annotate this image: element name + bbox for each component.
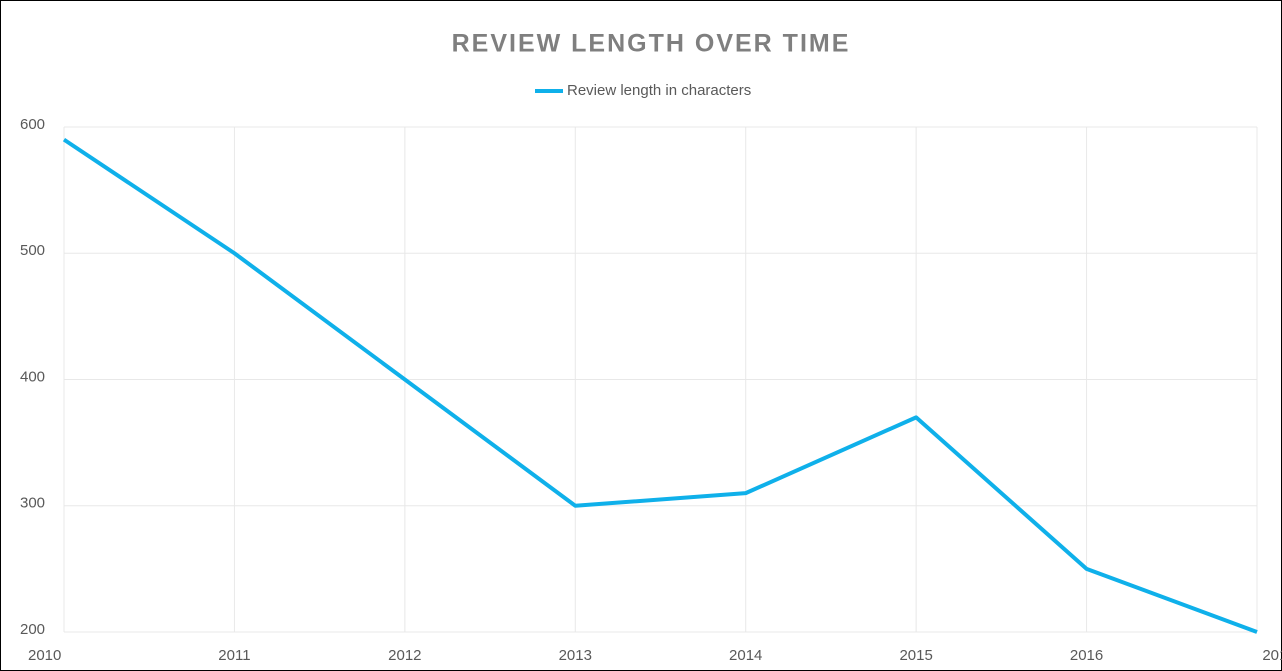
y-tick-label: 400 (20, 368, 45, 385)
x-tick-label: 2017 (1262, 647, 1282, 664)
x-tick-label: 2010 (28, 647, 61, 664)
y-tick-label: 200 (20, 621, 45, 638)
y-tick-label: 500 (20, 242, 45, 259)
legend-label: Review length in characters (567, 82, 751, 99)
x-tick-label: 2013 (559, 647, 592, 664)
y-tick-label: 600 (20, 116, 45, 133)
x-tick-label: 2012 (388, 647, 421, 664)
x-tick-label: 2015 (899, 647, 932, 664)
chart-title: REVIEW LENGTH OVER TIME (452, 30, 851, 58)
data-line (62, 137, 1258, 634)
x-tick-label: 2016 (1070, 647, 1103, 664)
y-tick-label: 300 (20, 495, 45, 512)
x-tick-label: 2014 (729, 647, 762, 664)
x-tick-label: 2011 (218, 647, 250, 664)
